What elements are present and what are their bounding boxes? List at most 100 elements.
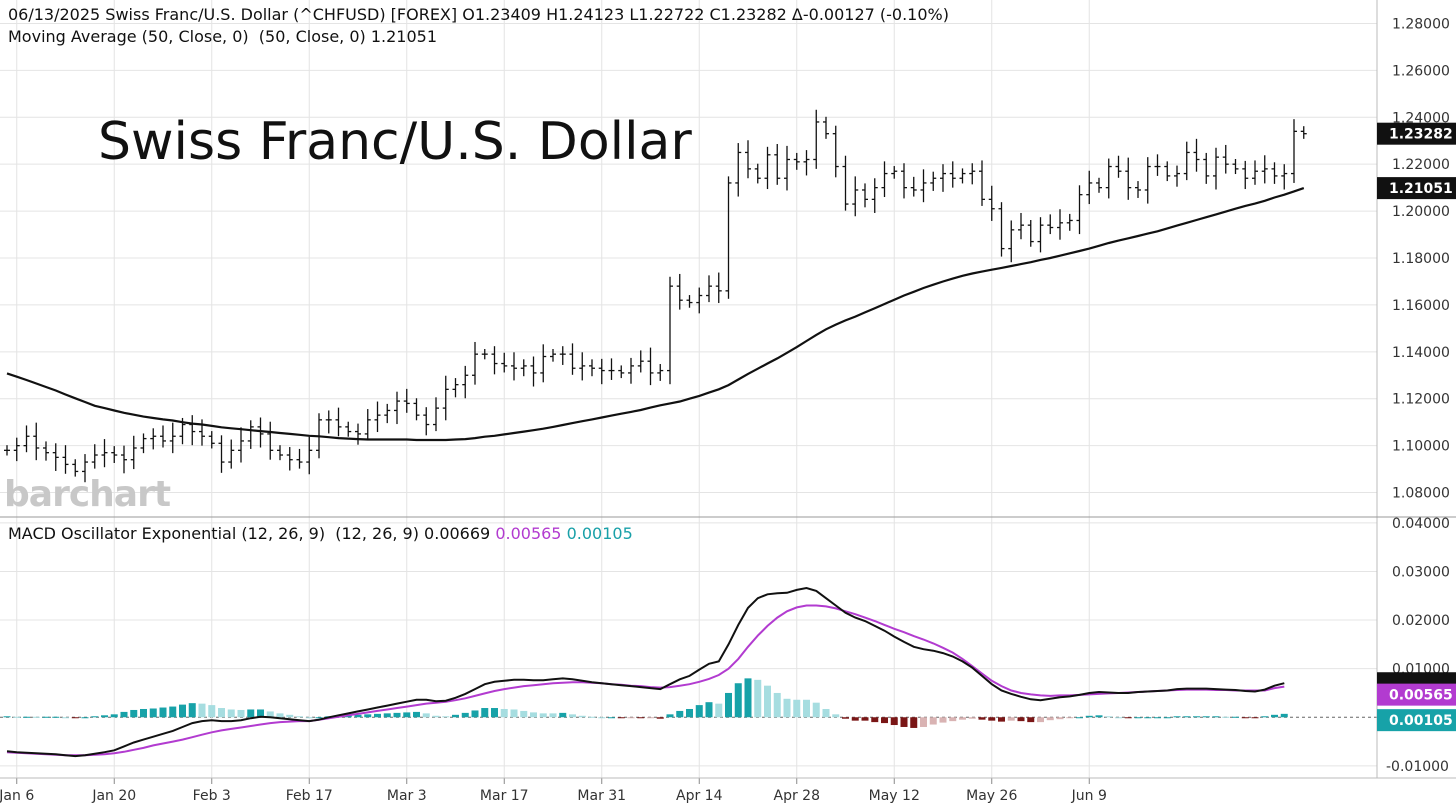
macd-histogram-bar bbox=[783, 698, 791, 718]
price-bar bbox=[199, 419, 205, 446]
x-tick-label: Jan 20 bbox=[91, 788, 136, 804]
macd-histogram-bar bbox=[793, 699, 801, 718]
price-bar bbox=[706, 275, 712, 303]
macd-histogram-bar bbox=[978, 717, 986, 720]
price-bar bbox=[1037, 217, 1044, 253]
macd-histogram-bar bbox=[1212, 716, 1220, 718]
macd-histogram-bar bbox=[305, 717, 313, 719]
price-bar bbox=[940, 164, 946, 192]
price-bar bbox=[793, 152, 800, 170]
grid bbox=[0, 0, 1377, 778]
price-bar bbox=[1057, 209, 1063, 240]
price-y-tick: 1.18000 bbox=[1392, 251, 1450, 267]
macd-histogram-bar bbox=[1105, 716, 1113, 718]
macd-histogram-bar bbox=[881, 717, 888, 724]
macd-histogram-bar bbox=[276, 713, 284, 718]
macd-histogram-bar bbox=[725, 692, 732, 718]
price-bar bbox=[1174, 165, 1180, 187]
price-bar bbox=[355, 423, 361, 445]
price-bar bbox=[550, 349, 556, 362]
price-bar bbox=[121, 445, 127, 474]
macd-histogram-bar bbox=[1154, 717, 1161, 719]
x-tick-label: Feb 3 bbox=[193, 788, 231, 804]
macd-histogram-bar bbox=[1193, 716, 1200, 718]
macd-histogram-bar bbox=[130, 709, 138, 718]
price-bar bbox=[82, 454, 88, 483]
price-bars-layer bbox=[4, 109, 1307, 483]
price-bar bbox=[1300, 126, 1307, 139]
price-y-tick: 1.10000 bbox=[1392, 439, 1450, 455]
macd-y-tick: 0.04000 bbox=[1392, 516, 1450, 532]
macd-histogram-bar bbox=[861, 717, 869, 721]
macd-histogram-bar bbox=[959, 717, 966, 720]
macd-histogram-bar bbox=[218, 708, 225, 718]
x-tick-label: Mar 3 bbox=[387, 788, 427, 804]
macd-histogram-bar bbox=[432, 715, 440, 718]
price-bar bbox=[462, 365, 469, 399]
hist-badge-text: 0.00105 bbox=[1389, 713, 1453, 729]
moving-average-header: Moving Average (50, Close, 0) (50, Close… bbox=[8, 27, 438, 46]
macd-histogram-bar bbox=[1251, 717, 1259, 719]
price-bar bbox=[423, 407, 430, 436]
price-y-tick: 1.20000 bbox=[1392, 204, 1450, 220]
macd-histogram-bar bbox=[52, 716, 60, 718]
price-bar bbox=[1203, 152, 1210, 184]
macd-histogram-bar bbox=[393, 712, 401, 718]
price-bar bbox=[1281, 164, 1288, 190]
macd-y-tick: -0.01000 bbox=[1386, 759, 1449, 775]
price-bar bbox=[335, 407, 342, 437]
macd-histogram-bar bbox=[803, 699, 810, 718]
macd-histogram-bar bbox=[23, 716, 30, 718]
macd-histogram-bar bbox=[42, 716, 50, 718]
x-tick-label: May 12 bbox=[869, 788, 920, 804]
macd-histogram-bar bbox=[237, 709, 245, 718]
macd-histogram-bar bbox=[1241, 717, 1249, 719]
price-bar bbox=[637, 350, 644, 373]
macd-histogram-bar bbox=[315, 717, 323, 719]
macd-histogram-bar bbox=[549, 713, 557, 718]
price-y-tick: 1.14000 bbox=[1392, 345, 1450, 361]
macd-histogram-bar bbox=[1115, 717, 1122, 719]
price-bar bbox=[1027, 220, 1034, 247]
macd-histogram-bar bbox=[998, 717, 1005, 722]
price-bar bbox=[1086, 170, 1093, 205]
macd-histogram-bar bbox=[530, 712, 537, 718]
price-bar bbox=[979, 160, 985, 206]
macd-histogram-bar bbox=[1017, 717, 1025, 722]
macd-histogram-bar bbox=[608, 717, 615, 719]
price-bar bbox=[1135, 181, 1141, 198]
price-bar bbox=[472, 341, 478, 385]
macd-y-tick: 0.02000 bbox=[1392, 613, 1450, 629]
price-bar bbox=[1183, 141, 1190, 181]
price-bar bbox=[754, 163, 761, 184]
price-y-tick: 1.08000 bbox=[1392, 486, 1450, 502]
macd-histogram-bar bbox=[1183, 716, 1191, 718]
price-bar bbox=[1018, 212, 1024, 240]
price-bar bbox=[520, 359, 527, 377]
moving-average-layer bbox=[6, 187, 1305, 442]
price-bar bbox=[998, 202, 1005, 257]
price-bar bbox=[823, 116, 829, 139]
macd-histogram-bar bbox=[413, 711, 420, 718]
price-bar bbox=[725, 176, 732, 299]
macd-histogram-bar bbox=[686, 708, 693, 718]
macd-y-tick: 0.03000 bbox=[1392, 564, 1450, 580]
price-bar bbox=[501, 352, 508, 373]
macd-histogram-bar bbox=[764, 685, 771, 718]
price-bar bbox=[1154, 154, 1161, 176]
macd-histogram-bar bbox=[949, 717, 957, 722]
price-bar bbox=[1144, 157, 1151, 204]
price-bar bbox=[101, 439, 108, 468]
ma50-badge-text: 1.21051 bbox=[1389, 181, 1453, 197]
price-bar bbox=[111, 446, 118, 463]
macd-histogram-bar bbox=[491, 708, 498, 718]
macd-histogram-bar bbox=[1163, 717, 1171, 719]
macd-histogram-bar bbox=[110, 714, 118, 718]
price-bar bbox=[949, 161, 956, 188]
price-bar bbox=[696, 287, 703, 314]
price-bar bbox=[559, 346, 566, 365]
macd-histogram-bar bbox=[101, 715, 108, 718]
ma50-line bbox=[6, 187, 1305, 442]
macd-lines-layer bbox=[6, 586, 1285, 758]
